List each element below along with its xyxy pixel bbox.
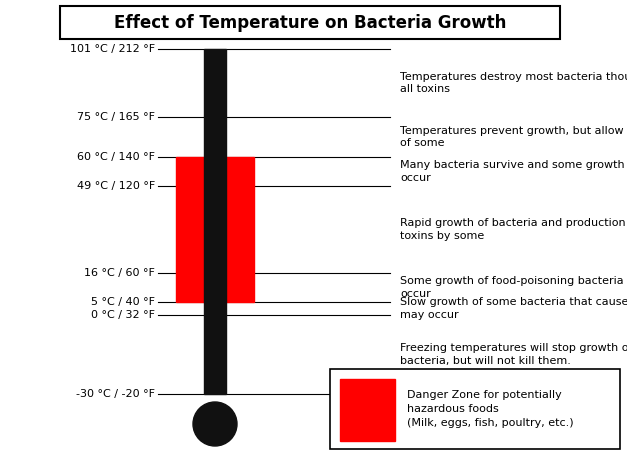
Circle shape	[193, 402, 237, 446]
Text: Temperatures prevent growth, but allow survival
of some: Temperatures prevent growth, but allow s…	[400, 126, 627, 148]
Text: -30 °C / -20 °F: -30 °C / -20 °F	[76, 389, 155, 399]
Text: 60 °C / 140 °F: 60 °C / 140 °F	[77, 152, 155, 162]
Text: Danger Zone for potentially
hazardous foods
(Milk, eggs, fish, poultry, etc.): Danger Zone for potentially hazardous fo…	[407, 390, 574, 428]
Bar	[204, 49, 226, 394]
Text: Effect of Temperature on Bacteria Growth: Effect of Temperature on Bacteria Growth	[114, 14, 506, 31]
Text: Freezing temperatures will stop growth of
bacteria, but will not kill them.: Freezing temperatures will stop growth o…	[400, 343, 627, 365]
Text: 75 °C / 165 °F: 75 °C / 165 °F	[77, 113, 155, 123]
Text: Many bacteria survive and some growth may
occur: Many bacteria survive and some growth ma…	[400, 160, 627, 183]
Bar	[60, 6, 560, 39]
Text: 0 °C / 32 °F: 0 °C / 32 °F	[91, 310, 155, 320]
Bar	[176, 157, 204, 302]
Bar	[226, 157, 254, 302]
Bar	[340, 379, 395, 441]
Text: 16 °C / 60 °F: 16 °C / 60 °F	[84, 268, 155, 278]
Text: 5 °C / 40 °F: 5 °C / 40 °F	[91, 297, 155, 307]
Text: 49 °C / 120 °F: 49 °C / 120 °F	[76, 181, 155, 191]
Text: Rapid growth of bacteria and production of
toxins by some: Rapid growth of bacteria and production …	[400, 218, 627, 241]
Bar	[330, 369, 620, 449]
Text: Slow growth of some bacteria that cause spoilage
may occur: Slow growth of some bacteria that cause …	[400, 297, 627, 320]
Text: 101 °C / 212 °F: 101 °C / 212 °F	[70, 44, 155, 54]
Text: Some growth of food-poisoning bacteria may
occur: Some growth of food-poisoning bacteria m…	[400, 276, 627, 299]
Text: Temperatures destroy most bacteria though not
all toxins: Temperatures destroy most bacteria thoug…	[400, 72, 627, 94]
